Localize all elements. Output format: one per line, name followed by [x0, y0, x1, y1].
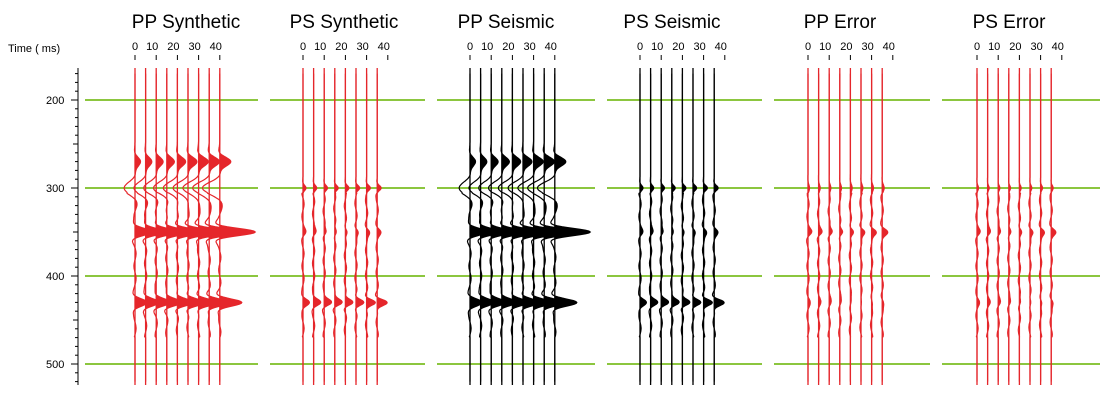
horizon-lines	[85, 99, 1100, 365]
offset-tick-label: 40	[883, 41, 895, 53]
offset-tick-label: 10	[819, 41, 831, 53]
offset-tick-label: 20	[167, 41, 179, 53]
offset-tick-label: 0	[467, 41, 473, 53]
trace-fill	[523, 73, 550, 382]
offset-tick-label: 10	[988, 41, 1000, 53]
trace-fill	[345, 73, 353, 382]
trace-fill	[554, 73, 591, 382]
trace-group-pp-error	[806, 68, 889, 385]
trace-group-ps-seismic	[638, 68, 725, 385]
trace-fill	[470, 73, 487, 382]
offset-tick-label: 40	[715, 41, 727, 53]
trace-fill	[544, 73, 577, 382]
offset-tick-label: 0	[805, 41, 811, 53]
offset-tick-label: 30	[693, 41, 705, 53]
trace-fill	[693, 73, 701, 382]
trace-fill	[491, 73, 511, 382]
offset-tick-labels: 0 10 20 30 40 0 10 20 30 40 0 10 20 30 40 0 10 20 30 40 0 10 2…	[132, 41, 1064, 60]
offset-tick-label: 0	[637, 41, 643, 53]
offset-tick-label: 30	[861, 41, 873, 53]
trace-fill	[334, 73, 343, 382]
trace-fill	[808, 73, 812, 382]
offset-tick-label: 40	[1052, 41, 1064, 53]
trace-fill	[682, 73, 690, 382]
trace-group-pp-synthetic	[123, 68, 257, 385]
trace-fill	[480, 73, 499, 382]
trace-fill	[313, 73, 321, 382]
panel-title-pp-seismic: PP Seismic	[458, 12, 555, 33]
offset-tick-label: 30	[523, 41, 535, 53]
offset-tick-label: 10	[146, 41, 158, 53]
offset-tick-label: 40	[210, 41, 222, 53]
offset-tick-label: 10	[651, 41, 663, 53]
trace-fill	[166, 73, 189, 382]
time-axis: Time ( ms) 200 300 400 500	[8, 43, 79, 385]
offset-tick-label: 20	[672, 41, 684, 53]
offset-tick-label: 20	[502, 41, 514, 53]
panel-title-ps-error: PS Error	[973, 12, 1047, 33]
trace-fill	[198, 73, 229, 382]
trace-fill	[188, 73, 215, 382]
offset-tick-label: 0	[974, 41, 980, 53]
trace-fill	[501, 73, 524, 382]
panel-title-ps-seismic: PS Seismic	[623, 12, 720, 33]
offset-tick-label: 20	[335, 41, 347, 53]
time-tick-label: 200	[46, 95, 64, 107]
trace-fill	[324, 73, 332, 382]
trace-fill	[209, 73, 242, 382]
panel-title-pp-error: PP Error	[804, 12, 877, 33]
offset-tick-label: 40	[378, 41, 390, 53]
time-tick-label: 300	[46, 183, 64, 195]
offset-tick-label: 20	[840, 41, 852, 53]
trace-fill	[156, 73, 176, 382]
trace-fill	[135, 73, 152, 382]
trace-fill	[219, 73, 256, 382]
offset-tick-label: 10	[481, 41, 493, 53]
offset-tick-label: 0	[300, 41, 306, 53]
trace-fill	[533, 73, 564, 382]
offset-tick-label: 30	[188, 41, 200, 53]
offset-tick-label: 30	[356, 41, 368, 53]
trace-fill	[650, 73, 658, 382]
offset-tick-label: 0	[132, 41, 138, 53]
offset-tick-label: 10	[314, 41, 326, 53]
trace-group-ps-error	[975, 68, 1057, 385]
trace-group-pp-seismic	[458, 68, 592, 385]
panel-titles: PP Synthetic PS Synthetic PP Seismic PS Sei…	[132, 12, 1046, 33]
trace-fill	[177, 73, 202, 382]
trace-fill	[356, 73, 364, 382]
time-tick-label: 400	[46, 271, 64, 283]
trace-groups	[123, 68, 1057, 385]
offset-tick-label: 30	[1030, 41, 1042, 53]
time-tick-label: 500	[46, 359, 64, 371]
trace-fill	[512, 73, 537, 382]
trace-fill	[671, 73, 680, 382]
time-axis-label: Time ( ms)	[8, 43, 60, 55]
trace-group-ps-synthetic	[301, 68, 388, 385]
offset-tick-label: 40	[545, 41, 557, 53]
trace-fill	[661, 73, 669, 382]
trace-fill	[145, 73, 164, 382]
panel-title-ps-synthetic: PS Synthetic	[290, 12, 399, 33]
panel-title-pp-synthetic: PP Synthetic	[132, 12, 240, 33]
offset-tick-label: 20	[1009, 41, 1021, 53]
